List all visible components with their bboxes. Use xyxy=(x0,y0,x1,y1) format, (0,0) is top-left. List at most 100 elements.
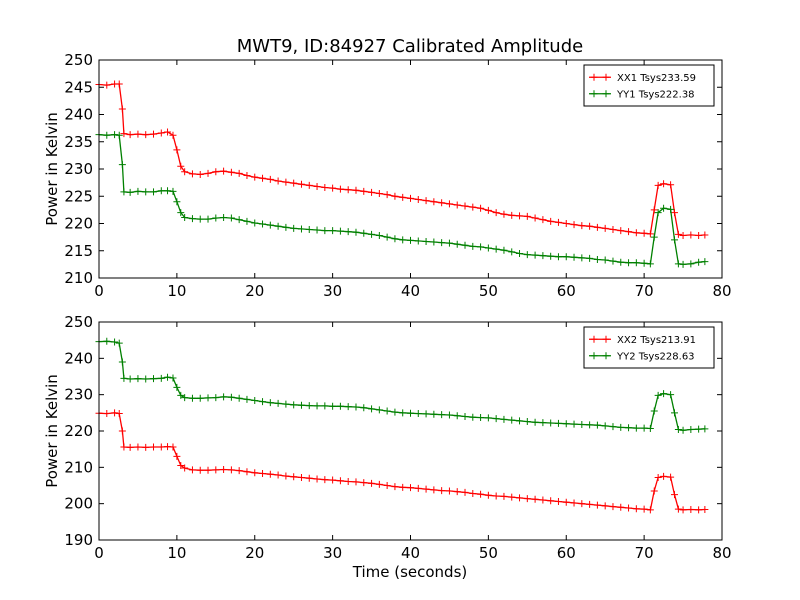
data-point xyxy=(164,373,172,381)
y-tick-label: 230 xyxy=(64,386,93,404)
data-point xyxy=(492,492,500,500)
data-point xyxy=(150,375,158,383)
data-point xyxy=(344,403,352,411)
data-point xyxy=(646,260,654,268)
data-point xyxy=(391,235,399,243)
data-point xyxy=(632,505,640,513)
y-tick-label: 220 xyxy=(64,215,93,233)
data-point xyxy=(461,488,469,496)
data-point xyxy=(126,375,134,383)
x-tick-label: 20 xyxy=(245,544,264,562)
data-point xyxy=(305,181,313,189)
data-point xyxy=(687,426,695,434)
data-point xyxy=(445,200,453,208)
data-point xyxy=(477,414,485,422)
data-point xyxy=(243,217,251,225)
data-point xyxy=(492,245,500,253)
data-point xyxy=(701,231,709,239)
y-tick-label: 210 xyxy=(64,458,93,476)
data-point xyxy=(679,231,687,239)
data-point xyxy=(687,231,695,239)
data-point xyxy=(445,239,453,247)
data-point xyxy=(336,185,344,193)
data-point xyxy=(523,495,531,503)
data-point xyxy=(227,168,235,176)
data-point xyxy=(235,467,243,475)
data-point xyxy=(679,506,687,514)
data-point xyxy=(329,184,337,192)
data-point xyxy=(617,227,625,235)
data-point xyxy=(115,80,123,88)
data-point xyxy=(118,358,126,366)
data-point xyxy=(181,464,189,472)
legend-label: XX1 Tsys233.59 xyxy=(617,73,696,84)
data-point xyxy=(290,224,298,232)
data-point xyxy=(368,405,376,413)
data-point xyxy=(126,188,134,196)
top-plot-area: 0 10 20 30 40 50 60 70 80 210 215 220 225 230 235 240 24… xyxy=(64,51,731,300)
data-point xyxy=(352,186,360,194)
data-point xyxy=(297,225,305,233)
data-point xyxy=(274,399,282,407)
data-point xyxy=(313,402,321,410)
data-point xyxy=(539,216,547,224)
y-tick-label: 225 xyxy=(64,187,93,205)
data-point xyxy=(243,172,251,180)
data-point xyxy=(243,468,251,476)
data-point xyxy=(259,220,267,228)
data-point xyxy=(321,184,329,192)
data-point xyxy=(157,187,165,195)
y-tick-label: 200 xyxy=(64,495,93,513)
x-tick-label: 30 xyxy=(323,544,342,562)
legend-marker xyxy=(590,335,598,343)
data-point xyxy=(593,421,601,429)
data-point xyxy=(169,374,177,382)
top-legend-box xyxy=(583,64,715,107)
x-tick-label: 70 xyxy=(635,282,654,300)
data-point xyxy=(601,422,609,430)
data-point xyxy=(196,466,204,474)
data-point xyxy=(531,495,539,503)
x-axis-label: Time (seconds) xyxy=(352,563,468,581)
data-point xyxy=(375,231,383,239)
data-point xyxy=(282,472,290,480)
data-point xyxy=(321,476,329,484)
data-point xyxy=(360,229,368,237)
data-point xyxy=(508,211,516,219)
data-point xyxy=(625,259,633,267)
data-point xyxy=(617,503,625,511)
data-point xyxy=(391,408,399,416)
data-point xyxy=(438,239,446,247)
data-point xyxy=(547,252,555,260)
data-point xyxy=(383,191,391,199)
data-point xyxy=(578,420,586,428)
data-point xyxy=(492,209,500,217)
data-point xyxy=(670,409,678,417)
data-point xyxy=(469,242,477,250)
data-point xyxy=(399,409,407,417)
data-point xyxy=(586,222,594,230)
data-point xyxy=(667,181,675,189)
data-point xyxy=(539,496,547,504)
data-point xyxy=(547,419,555,427)
x-tick-label: 40 xyxy=(401,544,420,562)
data-point xyxy=(360,479,368,487)
chart-title: MWT9, ID:84927 Calibrated Amplitude xyxy=(237,36,583,57)
data-point xyxy=(305,225,313,233)
data-point xyxy=(660,180,668,188)
data-point xyxy=(547,217,555,225)
data-point xyxy=(259,470,267,478)
data-point xyxy=(601,256,609,264)
data-point xyxy=(251,469,259,477)
data-point xyxy=(438,487,446,495)
data-point xyxy=(695,258,703,266)
data-point xyxy=(617,423,625,431)
data-point xyxy=(115,410,123,418)
data-point xyxy=(461,412,469,420)
legend-marker xyxy=(590,90,598,98)
data-point xyxy=(640,505,648,513)
data-point xyxy=(150,443,158,451)
bottom-legend-box xyxy=(583,326,715,369)
data-point xyxy=(251,173,259,181)
data-point xyxy=(625,424,633,432)
